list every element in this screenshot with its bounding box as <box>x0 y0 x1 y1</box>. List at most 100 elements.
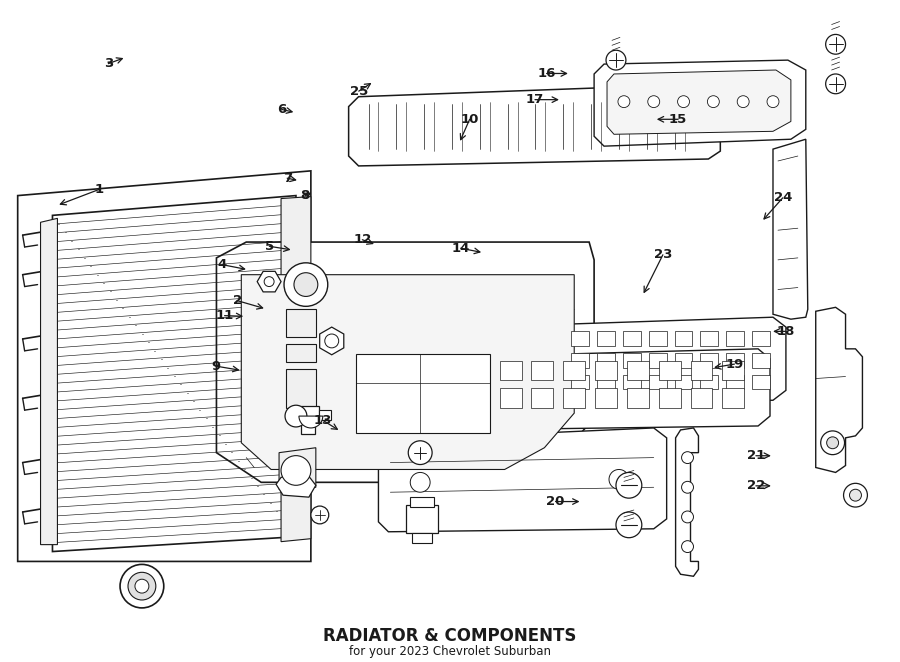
Text: 5: 5 <box>265 240 274 253</box>
Circle shape <box>135 579 148 593</box>
Circle shape <box>827 437 839 449</box>
Bar <box>649 331 667 346</box>
Polygon shape <box>257 271 281 292</box>
Bar <box>595 361 617 381</box>
Text: 13: 13 <box>314 414 332 427</box>
Bar <box>723 361 744 381</box>
Text: 24: 24 <box>773 191 792 205</box>
Bar <box>597 375 615 389</box>
Bar <box>752 331 770 346</box>
Wedge shape <box>299 416 323 428</box>
Circle shape <box>616 473 642 498</box>
Bar <box>286 369 316 408</box>
Bar <box>410 497 434 507</box>
Text: 6: 6 <box>277 103 286 116</box>
Bar <box>752 353 770 367</box>
Bar <box>700 375 718 389</box>
Circle shape <box>678 96 689 108</box>
Polygon shape <box>52 195 296 551</box>
Text: 2: 2 <box>232 294 242 307</box>
Bar <box>500 361 522 381</box>
Circle shape <box>265 277 274 287</box>
Circle shape <box>310 506 328 524</box>
Polygon shape <box>348 84 720 166</box>
Bar <box>412 533 432 543</box>
Bar <box>597 353 615 367</box>
Circle shape <box>681 481 694 493</box>
Circle shape <box>648 96 660 108</box>
Bar <box>356 354 490 433</box>
Bar <box>301 406 319 420</box>
Polygon shape <box>453 349 770 430</box>
Circle shape <box>284 263 328 307</box>
Bar <box>468 361 490 381</box>
Circle shape <box>737 96 749 108</box>
Bar <box>468 389 490 408</box>
Circle shape <box>681 511 694 523</box>
Bar <box>700 353 718 367</box>
Bar <box>623 375 641 389</box>
Text: 1: 1 <box>94 183 104 196</box>
Text: 7: 7 <box>283 171 292 185</box>
Polygon shape <box>594 60 806 146</box>
Circle shape <box>825 34 845 54</box>
Circle shape <box>850 489 861 501</box>
Circle shape <box>281 455 310 485</box>
Bar <box>649 353 667 367</box>
Bar <box>690 361 713 381</box>
Bar <box>563 389 585 408</box>
Bar <box>659 389 680 408</box>
Bar <box>675 331 692 346</box>
Text: 16: 16 <box>537 67 556 80</box>
Bar <box>301 422 315 434</box>
Bar <box>532 389 554 408</box>
Text: 21: 21 <box>747 449 765 462</box>
Text: 3: 3 <box>104 57 112 70</box>
Bar <box>572 353 590 367</box>
Text: 12: 12 <box>353 233 372 246</box>
Text: 14: 14 <box>452 242 470 255</box>
Text: 8: 8 <box>301 189 310 203</box>
Text: 4: 4 <box>217 258 227 271</box>
Bar <box>627 361 649 381</box>
Bar <box>319 410 330 420</box>
Text: 11: 11 <box>215 309 234 322</box>
Circle shape <box>616 512 642 538</box>
Bar <box>627 389 649 408</box>
Circle shape <box>609 469 629 489</box>
Polygon shape <box>241 275 574 469</box>
Bar <box>752 375 770 389</box>
Bar <box>623 353 641 367</box>
Text: 17: 17 <box>526 93 544 106</box>
Bar <box>700 331 718 346</box>
Polygon shape <box>18 171 310 561</box>
Bar <box>723 389 744 408</box>
Bar <box>563 361 585 381</box>
Polygon shape <box>217 242 594 483</box>
Bar <box>500 389 522 408</box>
Circle shape <box>606 50 626 70</box>
Circle shape <box>618 96 630 108</box>
Text: 20: 20 <box>546 495 564 508</box>
Polygon shape <box>40 218 58 545</box>
Text: 22: 22 <box>747 479 765 493</box>
Bar <box>726 353 744 367</box>
Bar <box>406 505 438 533</box>
Bar <box>597 331 615 346</box>
Circle shape <box>409 441 432 465</box>
Text: 9: 9 <box>212 359 220 373</box>
Bar <box>286 309 316 337</box>
Bar <box>286 344 316 361</box>
Bar <box>532 361 554 381</box>
Bar <box>572 331 590 346</box>
Circle shape <box>843 483 868 507</box>
Circle shape <box>294 273 318 297</box>
Polygon shape <box>607 70 791 134</box>
Polygon shape <box>320 327 344 355</box>
Bar <box>595 389 617 408</box>
Circle shape <box>681 451 694 463</box>
Circle shape <box>821 431 844 455</box>
Polygon shape <box>281 197 310 542</box>
Bar <box>726 331 744 346</box>
Text: 19: 19 <box>725 357 743 371</box>
